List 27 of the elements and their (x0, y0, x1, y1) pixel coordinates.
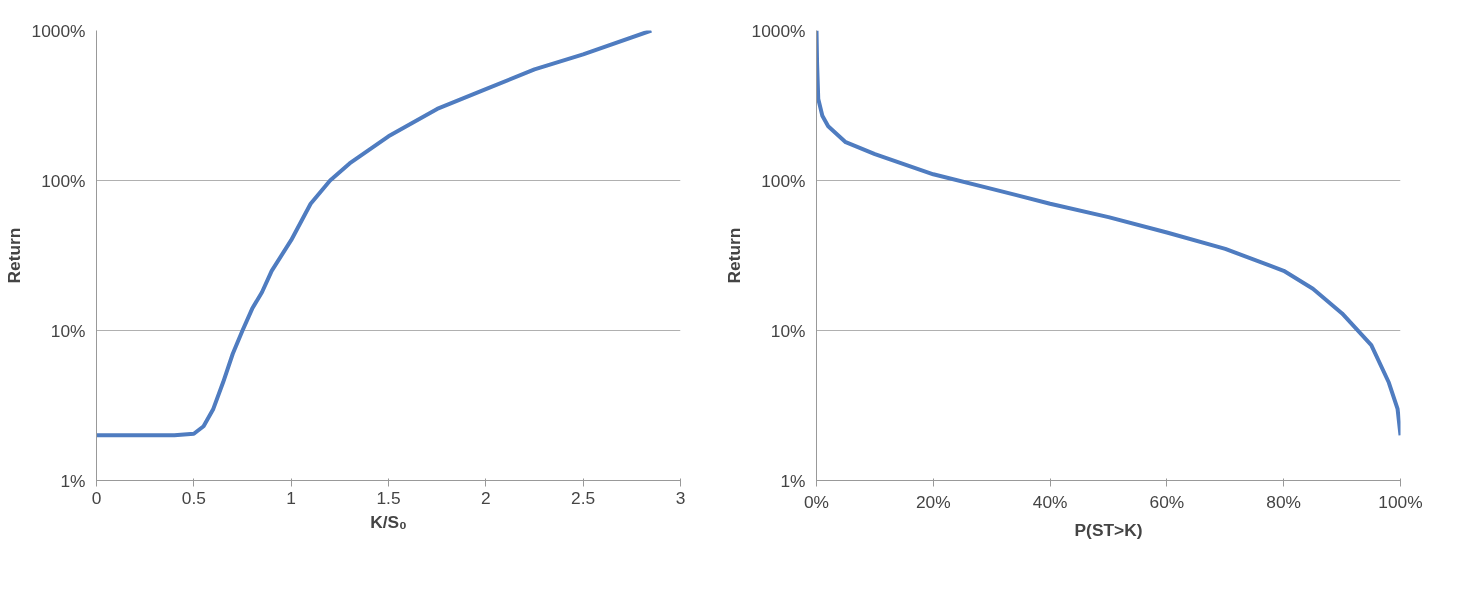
x-axis-title: K/S₀ (370, 511, 407, 532)
x-tick-label: 1 (286, 487, 296, 508)
x-tick-label: 60% (1149, 491, 1185, 512)
x-tick-label: 0 (91, 487, 102, 508)
y-axis-title: Return (3, 227, 24, 284)
x-tick-label: 40% (1032, 491, 1068, 512)
x-tick-label: 80% (1266, 491, 1302, 512)
x-tick-label: 1.5 (376, 487, 401, 508)
x-axis-title: P(ST>K) (1074, 519, 1143, 540)
y-tick-label: 1000% (31, 20, 86, 41)
x-tick-label: 0.5 (181, 487, 206, 508)
y-axis-title: Return (723, 227, 744, 284)
x-tick-label: 3 (675, 487, 686, 508)
x-tick-label: 2.5 (571, 487, 596, 508)
y-tick-label: 1000% (751, 20, 806, 41)
y-tick-label: 1% (60, 470, 86, 491)
x-tick-label: 2 (481, 487, 491, 508)
y-tick-label: 100% (761, 170, 806, 191)
y-tick-label: 100% (41, 170, 86, 191)
line-series (96, 30, 654, 438)
x-tick-label: 20% (915, 491, 951, 512)
x-tick-label: 0% (803, 491, 830, 512)
line-series (816, 30, 1401, 438)
y-tick-label: 10% (770, 320, 806, 341)
x-tick-label: 100% (1378, 491, 1423, 512)
y-tick-label: 10% (50, 320, 86, 341)
y-tick-label: 1% (780, 470, 806, 491)
